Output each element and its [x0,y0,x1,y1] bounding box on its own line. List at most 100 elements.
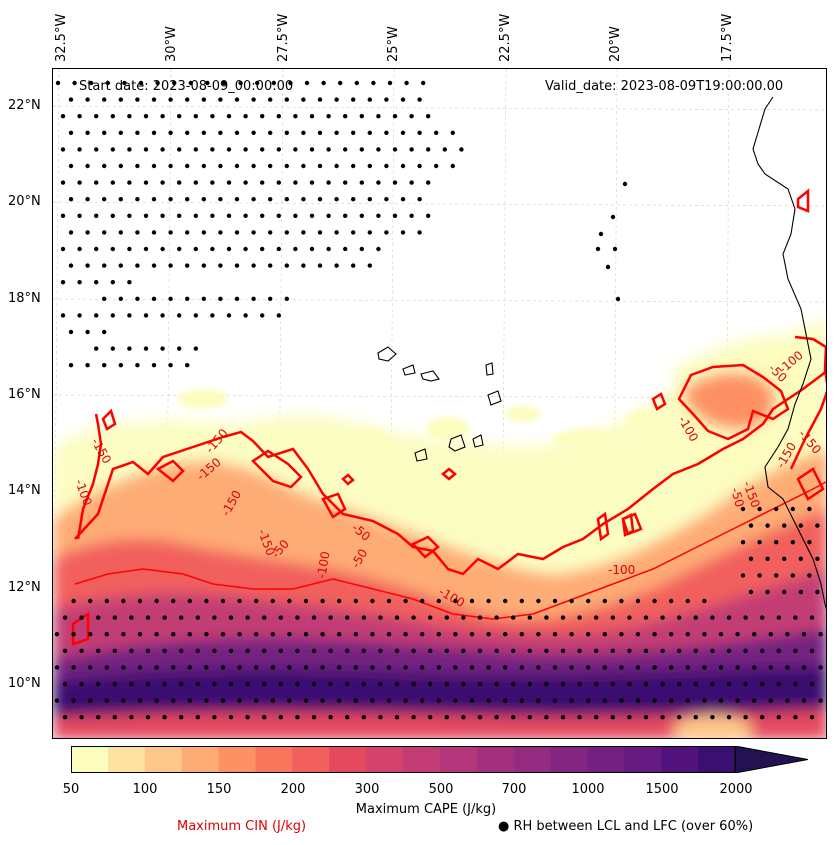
rh-dot [293,246,298,252]
rh-dot [403,665,408,670]
rh-dot [295,681,300,687]
rh-dot [486,698,491,703]
rh-dot [774,573,779,578]
rh-dot [320,698,325,703]
rh-dot [359,180,364,185]
rh-dot [85,329,90,335]
rh-dot [88,665,93,670]
rh-dot [343,147,348,152]
rh-dot [345,715,350,720]
rh-dot [394,648,400,653]
lat-label-22n: 22°N [8,98,41,113]
rh-dot [359,246,364,252]
rh-dot [776,681,781,687]
rh-dot [112,681,117,687]
rh-dot [361,648,366,653]
rh-dot [486,598,491,604]
rh-dot [622,181,628,187]
rh-dot [560,648,566,653]
rh-dot [461,615,466,620]
africa-coast [752,96,826,610]
rh-dot [627,648,632,653]
colorbar-segment [366,746,404,773]
rh-dot [702,698,707,703]
rh-dot [384,163,389,169]
rh-dot [384,197,389,202]
rh-dot [345,648,350,653]
rh-dot [326,147,331,152]
rh-dot [301,230,306,235]
rh-dot [519,632,524,637]
rh-dot [610,648,615,653]
rh-dot [104,632,109,637]
rh-dot [809,615,815,620]
rh-dot [376,180,381,185]
rh-dot [94,180,99,185]
rh-dot [62,681,68,687]
rh-dot [162,715,167,720]
rh-dot [210,114,215,119]
rh-dot [195,715,200,720]
rh-dot [353,598,358,604]
rh-dot [195,648,200,653]
rh-dot [77,114,82,119]
rh-dot [450,163,455,169]
rh-dot [185,230,190,235]
rh-dot [428,615,433,620]
rh-dot [409,114,414,119]
colorbar-tick-1500: 1500 [645,782,679,797]
rh-dot [143,180,149,185]
rh-dot [121,598,126,604]
colorbar-segment [181,746,220,773]
lon-label-25w: 25°W [386,26,401,62]
rh-dot [334,230,339,235]
rh-dot [303,598,309,604]
colorbar-tick-2000: 2000 [719,782,753,797]
rh-dot [254,698,259,703]
rh-dot [453,598,458,604]
rh-dot [96,715,101,720]
rh-dot [726,615,732,620]
rh-dot [818,632,823,637]
rh-dot [740,573,746,578]
rh-dot [121,632,126,637]
rh-dot [260,180,265,185]
rh-dot [560,715,566,720]
rh-dot [710,681,715,687]
rh-dot [486,665,491,670]
rh-dot [461,715,466,720]
rh-dot [370,665,375,670]
rh-dot [251,130,256,135]
rh-dot [278,681,283,687]
rh-dot [384,97,389,102]
rh-dot [185,296,190,301]
rh-dot [748,556,754,561]
rh-dot [560,681,566,687]
rh-dot [710,648,715,653]
rh-dot [384,230,389,235]
rh-dot [94,280,99,285]
rh-dot [228,615,234,620]
rh-dot [301,97,306,102]
rh-dot [765,523,770,528]
rh-dot [370,598,375,604]
rh-dot [168,97,173,102]
rh-dot [635,665,641,670]
rh-dot [168,130,173,135]
rh-dot [776,615,781,620]
rh-dot [376,147,381,152]
rh-dot [807,540,812,545]
rh-dot [421,80,426,86]
rh-dot [212,615,217,620]
colorbar-segment [329,746,367,773]
colorbar-tick-700: 700 [501,782,527,797]
rh-dot [353,698,358,703]
rh-dot [220,665,226,670]
rh-dot [118,363,124,368]
rh-dot [677,715,682,720]
rh-dot [118,163,124,169]
rh-dot [105,80,110,86]
cape-verde-island-7 [472,434,484,448]
rh-dot [469,698,475,703]
colorbar-tick-200: 200 [280,782,306,797]
